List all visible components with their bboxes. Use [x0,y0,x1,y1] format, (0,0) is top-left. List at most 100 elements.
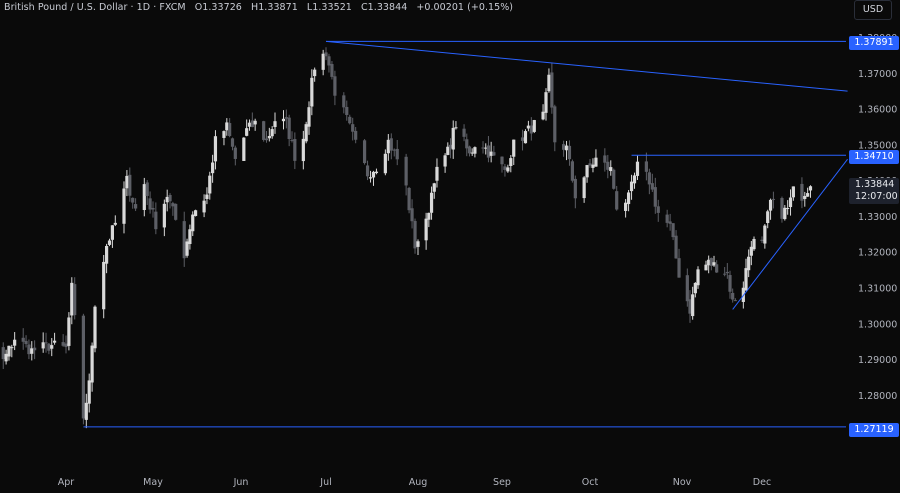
candle-body [435,166,439,181]
candle-body [567,145,572,160]
candle-body [301,138,305,162]
candle-body [685,275,689,302]
candle-body [84,402,88,420]
x-tick-label: Aug [409,477,428,488]
candle-body [202,200,206,213]
candle-body [122,188,126,224]
candle-body [348,116,352,124]
candle-body [4,353,8,362]
candle-body [410,208,414,222]
candle-body [87,380,91,404]
candle-body [786,208,790,210]
x-tick-label: Sep [493,477,511,488]
candle-body [44,342,48,344]
candle-body [362,140,367,164]
candle-body [603,155,607,163]
candle-body [151,207,155,210]
candle-body [30,348,34,354]
candle-body [668,221,672,224]
candle-body [800,183,804,201]
candle-body [21,337,25,342]
close-label: C [360,2,368,13]
candle-body [712,262,716,266]
candle-body [281,118,286,122]
candle-body [500,156,504,165]
candle-body [544,92,548,113]
open-label: O [194,2,203,13]
candle-body [61,342,65,346]
high-value: 1.33871 [258,2,298,13]
candle-body [547,74,551,92]
candle-body [174,203,178,220]
candle-body [128,174,132,196]
candle-body [771,198,776,200]
trendline-ascending [732,158,848,310]
candle-body [7,345,11,357]
candle-body [389,138,393,151]
candle-body [188,229,192,245]
candle-body [185,241,189,256]
candle-body [766,211,770,224]
candle-body [635,161,640,176]
candle-body [250,120,254,128]
candle-body [481,147,485,149]
candle-body [763,225,767,244]
candle-body [310,77,314,107]
candle-body [424,218,428,241]
candle-body [443,155,447,167]
candle-body [284,117,288,119]
candle-body [451,127,455,150]
symbol-title[interactable]: British Pound / U.S. Dollar · 1D · FXCM [4,2,186,13]
candle-body [368,177,373,179]
candle-body [267,135,271,139]
candle-body [230,138,235,147]
candle-body [656,206,660,213]
candle-body [760,239,764,242]
candle-body [432,183,436,192]
candle-body [728,275,732,292]
candle-body [13,339,17,346]
candle-body [747,256,751,271]
candle-body [653,187,657,207]
candle-body [749,246,753,256]
candle-body [553,106,557,143]
candle-body [304,124,308,142]
candle-body [462,128,466,137]
candle-body [222,131,226,138]
candle-body [131,197,135,203]
candle-body [473,147,477,154]
current-price: 1.33844 [855,179,895,190]
y-tick-label: 1.30000 [858,319,897,330]
candle-body [715,264,719,273]
candle-body [492,152,496,156]
candle-body [768,199,773,211]
level-tag-mid: 1.34710 [849,150,899,164]
candle-body [709,258,713,266]
candle-body [725,271,729,274]
candle-body [307,107,311,127]
candle-body [1,347,5,360]
candle-body [102,261,106,310]
candle-body [145,182,149,196]
candle-body [47,343,51,351]
candle-body [791,186,795,198]
low-value: 1.33521 [312,2,352,13]
y-tick-label: 1.35000 [858,140,897,151]
candle-body [788,197,793,208]
candle-body [290,139,294,141]
candle-body [264,138,269,141]
currency-button[interactable]: USD [854,0,892,20]
candle-body [73,284,77,316]
candle-body [780,198,784,219]
candle-body [665,214,669,223]
candle-body [591,164,595,168]
candle-body [454,127,458,129]
x-tick-label: Apr [58,477,75,488]
candle-body [512,139,516,157]
axis-layer: 1.380001.370001.360001.350001.340001.330… [58,33,898,488]
candle-body [270,129,274,137]
candle-body [594,157,598,167]
candle-body [691,294,695,317]
low-label: L [306,2,313,13]
